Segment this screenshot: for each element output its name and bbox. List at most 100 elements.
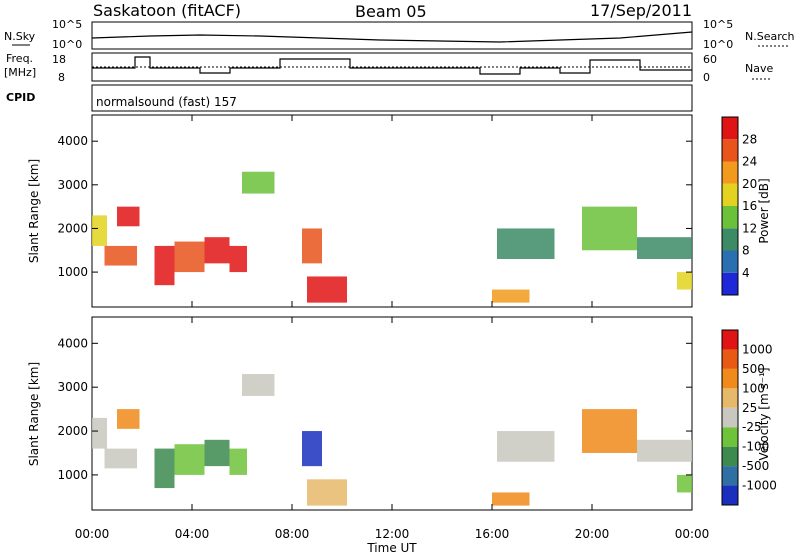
freq-trace	[92, 56, 692, 75]
colorbar-segment-0	[722, 485, 738, 505]
freq-unit: [MHz]	[4, 66, 36, 79]
nsearch-label: N.Search	[745, 30, 795, 43]
ytick-label-1: 2000	[57, 221, 88, 235]
ytick-label-0: 1000	[57, 468, 88, 482]
velocity-colorbar-label: Velocity [m s⁻¹]	[757, 367, 771, 460]
echo-patch-12	[582, 206, 637, 251]
colorbar-segment-5	[722, 388, 738, 408]
velocity-ylabel: Slant Range [km]	[27, 362, 41, 466]
velocity-colorbar: 1000 500 100 25 -25 -100 -500 -1000	[721, 329, 777, 506]
echo-patch-13	[637, 439, 692, 462]
echo-patch-2	[104, 448, 137, 469]
xtick-label-3: 12:00	[375, 527, 410, 541]
echo-patch-9	[302, 431, 322, 467]
echo-patch-13	[637, 237, 692, 259]
echo-patch-11	[497, 431, 555, 462]
echo-patch-3	[154, 448, 175, 489]
xtick-label-5: 20:00	[575, 527, 610, 541]
colorbar-tick-5: -100	[742, 440, 769, 454]
colorbar-segment-3	[722, 206, 738, 229]
nsky-trace	[91, 31, 693, 43]
ytick-label-1: 2000	[57, 424, 88, 438]
echo-patch-11	[497, 228, 555, 259]
colorbar-tick-7: -1000	[742, 479, 777, 493]
echo-patch-14	[677, 272, 692, 290]
beam-title: Beam 05	[355, 2, 427, 21]
cpid-panel	[91, 84, 693, 112]
colorbar-tick-0: 1000	[742, 342, 773, 356]
colorbar-segment-2	[722, 228, 738, 251]
colorbar-tick-4: -25	[742, 420, 762, 434]
nsky-tick-bottom: 10^0	[52, 38, 82, 51]
ytick-label-2: 3000	[57, 178, 88, 192]
colorbar-segment-3	[722, 427, 738, 447]
date-title: 17/Sep/2011	[590, 1, 692, 20]
echo-patch-7	[242, 171, 275, 194]
echo-patch-4	[174, 444, 205, 475]
colorbar-tick-1: 500	[742, 362, 765, 376]
xtick-label-0: 00:00	[75, 527, 110, 541]
power-yticks: 1000 2000 3000 4000	[57, 134, 692, 279]
colorbar-segment-2	[722, 446, 738, 467]
colorbar-segment-1	[722, 250, 738, 273]
colorbar-frame	[721, 116, 739, 296]
xtick-label-2: 08:00	[275, 527, 310, 541]
velocity-patches	[92, 374, 692, 506]
power-colorbar: 4 8 12 16 20 24 28	[721, 116, 757, 296]
colorbar-segment-6	[722, 139, 738, 162]
colorbar-frame	[721, 329, 739, 506]
echo-patch-3	[154, 245, 175, 286]
xtick-label-6: 00:00	[675, 527, 710, 541]
echo-patch-1	[117, 206, 140, 227]
colorbar-tick-3: 16	[742, 199, 757, 213]
echo-patch-6	[229, 245, 247, 273]
colorbar-tick-6: -500	[742, 459, 769, 473]
colorbar-segment-0	[722, 272, 738, 295]
echo-patch-5	[204, 439, 230, 467]
colorbar-tick-2: 12	[742, 221, 757, 235]
echo-patch-8	[307, 479, 347, 506]
nave-tick-bottom: 0	[703, 71, 710, 84]
power-colorbar-label: Power [dB]	[757, 178, 771, 243]
nsky-tick-top: 10^5	[52, 18, 82, 31]
echo-patch-2	[104, 245, 137, 266]
cpid-label: CPID	[6, 91, 35, 104]
x-ticks: 00:00 04:00 08:00 12:00 16:00 20:00 00:00	[75, 115, 710, 541]
colorbar-tick-2: 100	[742, 381, 765, 395]
velocity-yticks: 1000 2000 3000 4000	[57, 336, 692, 482]
colorbar-segment-7	[722, 349, 738, 369]
colorbar-tick-3: 25	[742, 401, 757, 415]
echo-patch-7	[242, 374, 275, 396]
echo-patch-0	[92, 417, 107, 449]
nsky-panel	[91, 21, 693, 50]
cpid-value: normalsound (fast) 157	[96, 95, 237, 109]
echo-patch-12	[582, 409, 637, 453]
colorbar-tick-1: 8	[742, 244, 750, 258]
colorbar-tick-0: 4	[742, 266, 750, 280]
nave-label: Nave	[745, 62, 773, 75]
freq-label: Freq.	[6, 52, 33, 65]
xtick-label-4: 16:00	[475, 527, 510, 541]
colorbar-tick-6: 28	[742, 132, 757, 146]
colorbar-tick-5: 24	[742, 155, 757, 169]
colorbar-segment-1	[722, 466, 738, 486]
ytick-label-0: 1000	[57, 265, 88, 279]
power-ylabel: Slant Range [km]	[27, 159, 41, 263]
colorbar-segment-5	[722, 161, 738, 184]
echo-patch-4	[174, 241, 205, 273]
echo-patch-9	[302, 228, 322, 264]
ytick-label-2: 3000	[57, 380, 88, 394]
echo-patch-1	[117, 409, 140, 429]
colorbar-segment-7	[722, 117, 738, 140]
echo-patch-14	[677, 474, 692, 493]
nsearch-tick-bottom: 10^0	[703, 38, 733, 51]
echo-patch-6	[229, 448, 247, 475]
nsky-label: N.Sky	[4, 30, 36, 43]
colorbar-tick-4: 20	[742, 177, 757, 191]
freq-tick-bottom: 8	[58, 71, 65, 84]
nave-tick-top: 60	[703, 53, 717, 66]
echo-patch-0	[92, 215, 107, 246]
power-patches	[92, 171, 692, 303]
xtick-label-1: 04:00	[175, 527, 210, 541]
